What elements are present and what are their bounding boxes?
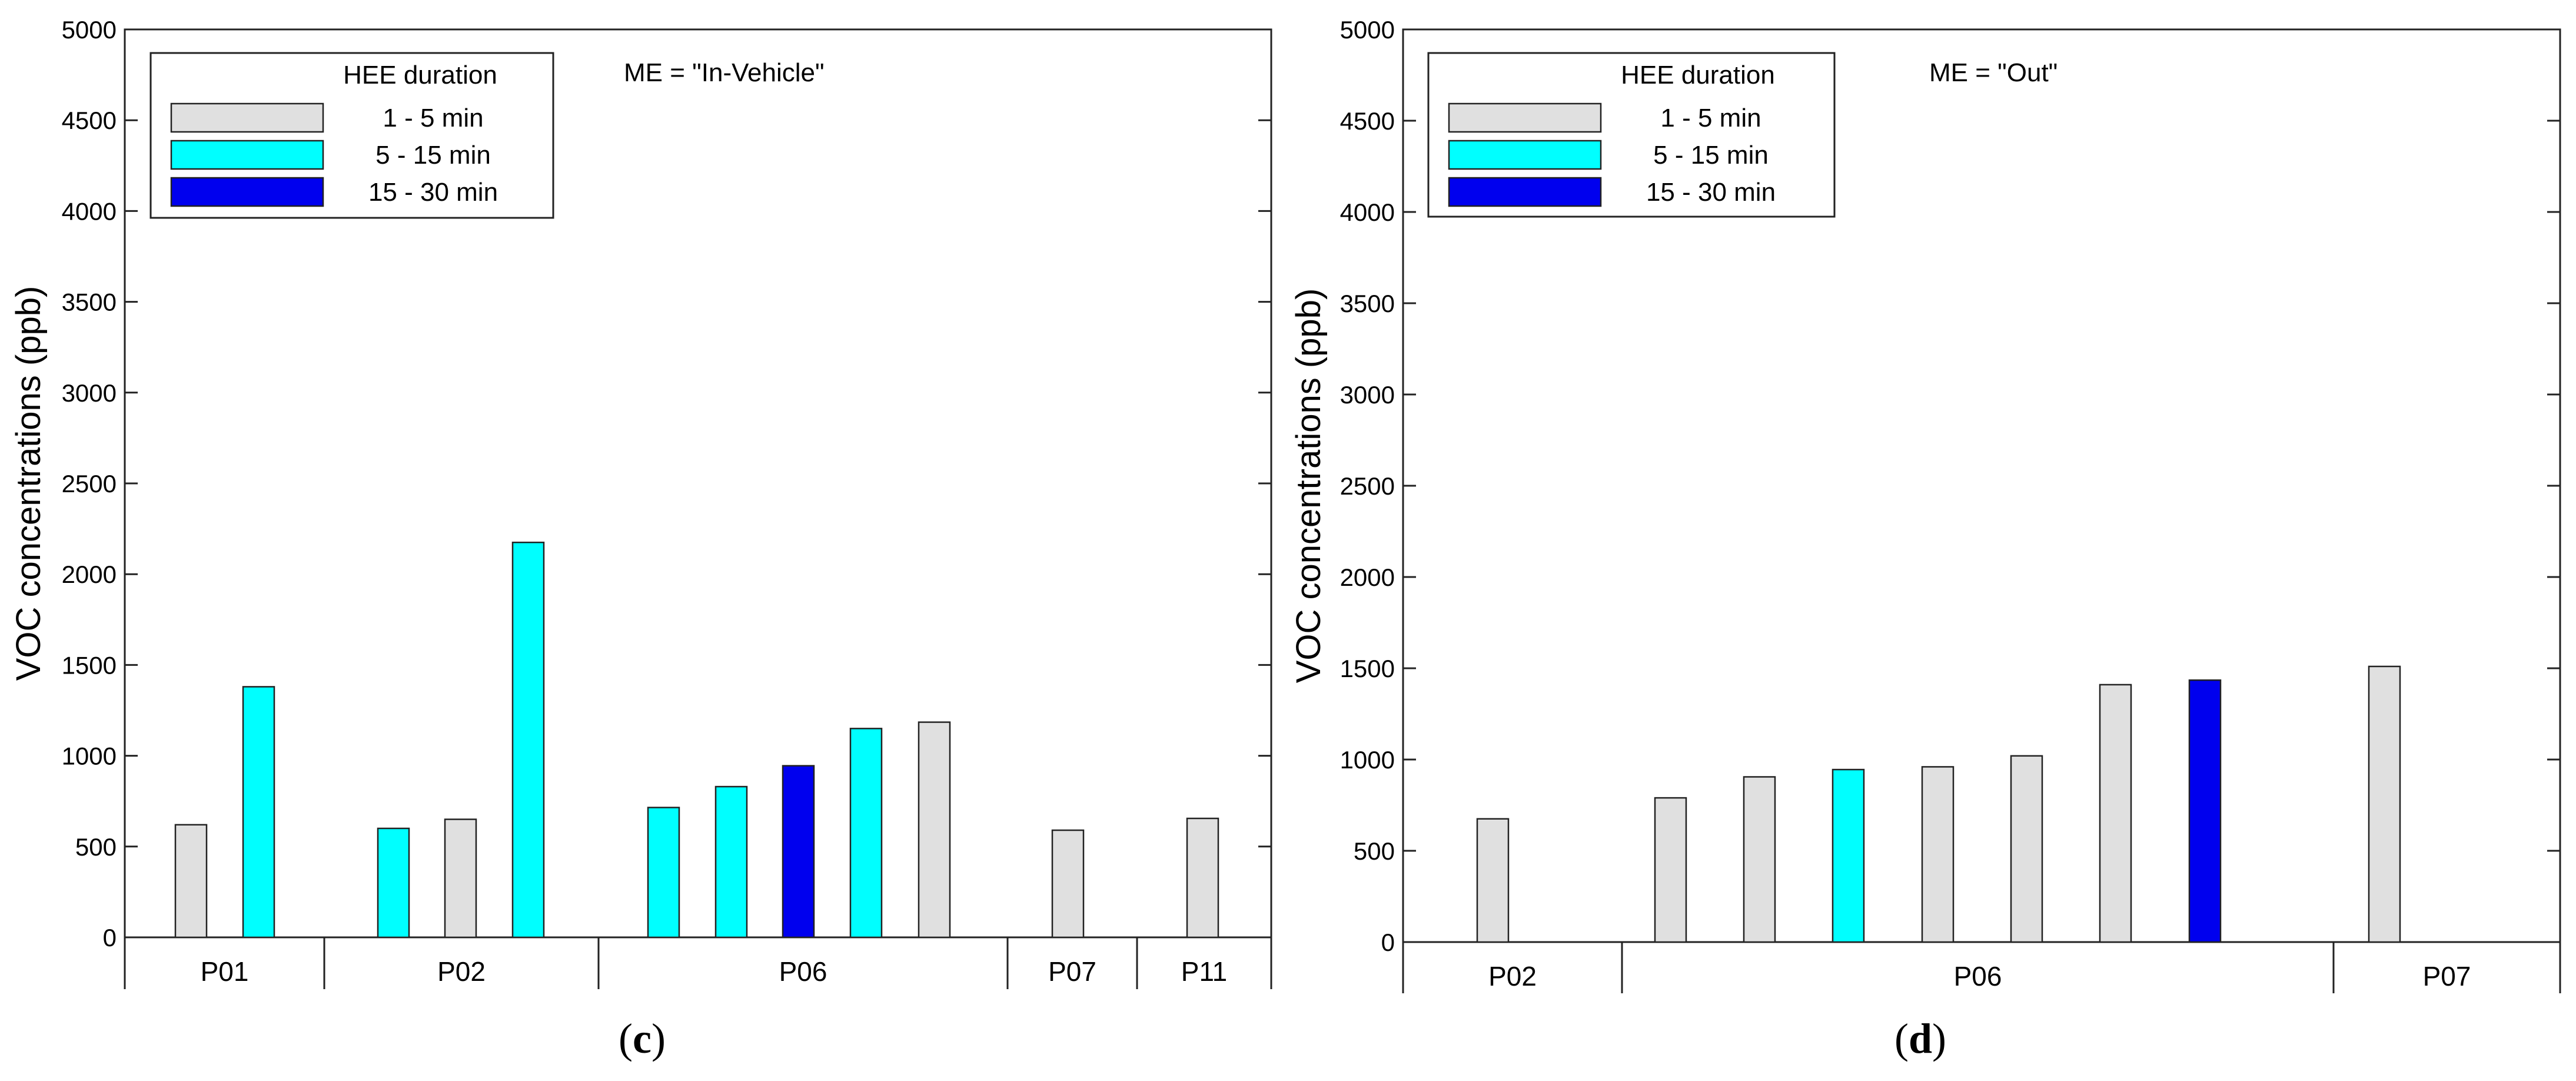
- legend-swatch: [170, 177, 324, 207]
- legend-swatch: [1448, 177, 1602, 207]
- legend-swatch: [1448, 102, 1602, 133]
- legend: HEE duration 1 - 5 min 5 - 15 min 15 - 30 m…: [1427, 52, 1836, 218]
- y-tick-label: 2500: [62, 470, 117, 498]
- group-label: P07: [2423, 961, 2471, 992]
- y-tick-label: 500: [75, 833, 117, 861]
- y-tick-label: 1500: [62, 651, 117, 679]
- group-label: P02: [1488, 961, 1537, 992]
- legend-label: 5 - 15 min: [1653, 141, 1769, 170]
- group-label: P06: [779, 956, 827, 987]
- bar-p06-5: [647, 807, 680, 939]
- bar-p06-7: [782, 765, 815, 939]
- bar-p06-2: [1743, 776, 1776, 943]
- bar-p01-0: [174, 824, 208, 939]
- bar-p06-8: [849, 728, 883, 939]
- bar-p06-5: [2010, 755, 2043, 943]
- bar-p07-10: [1051, 829, 1085, 939]
- bar-p02-2: [377, 827, 410, 939]
- y-tick-label: 2000: [1340, 563, 1395, 591]
- group-label: P06: [1954, 961, 2002, 992]
- y-tick-label: 0: [103, 924, 117, 951]
- bar-p01-1: [242, 686, 275, 939]
- group-label: P01: [201, 956, 249, 987]
- bar-p06-1: [1654, 797, 1687, 943]
- y-axis-label: VOC concentrations (ppb): [1289, 289, 1328, 684]
- chart-panel-d: 0 500 1000 1500 2000 2500 3000 3500 4000 4500 5000…: [1289, 16, 2561, 1062]
- bar-p07-8: [2368, 665, 2401, 943]
- y-tick-label: 1500: [1340, 655, 1395, 682]
- panel-label: (c): [619, 1015, 666, 1062]
- legend-label: 15 - 30 min: [368, 178, 498, 207]
- bar-p02-0: [1476, 818, 1510, 943]
- legend-label: 5 - 15 min: [375, 141, 491, 170]
- legend-label: 15 - 30 min: [1646, 178, 1776, 207]
- bar-p06-6: [2099, 684, 2132, 943]
- legend-title: HEE duration: [1621, 61, 1775, 89]
- bar-p02-3: [444, 818, 477, 939]
- y-tick-label: 4500: [1340, 107, 1395, 135]
- panel-label: (d): [1894, 1015, 1946, 1062]
- bar-p06-7: [2188, 679, 2222, 943]
- y-tick-label: 3500: [62, 289, 117, 316]
- chart-panel-c: 0 500 1000 1500 2000 2500 3000 3500 4000 4500 5000…: [9, 16, 1272, 1062]
- y-tick-label: 500: [1354, 837, 1395, 865]
- y-tick-label: 2500: [1340, 472, 1395, 500]
- y-axis-label: VOC concentrations (ppb): [9, 286, 48, 681]
- legend: HEE duration 1 - 5 min 5 - 15 min 15 - 30 m…: [149, 52, 554, 219]
- bar-p06-9: [918, 721, 951, 939]
- y-tick-label: 3000: [62, 379, 117, 407]
- bar-p02-4: [511, 541, 545, 939]
- y-tick-label: 1000: [62, 742, 117, 770]
- legend-swatch: [170, 140, 324, 170]
- legend-swatch: [170, 102, 324, 133]
- y-tick-label: 4000: [1340, 198, 1395, 226]
- y-tick-label: 3500: [1340, 290, 1395, 317]
- me-annotation: ME = "Out": [1929, 58, 2058, 87]
- y-tick-label: 0: [1381, 929, 1395, 956]
- bar-p06-4: [1921, 766, 1955, 943]
- me-annotation: ME = "In-Vehicle": [624, 58, 825, 87]
- y-tick-label: 1000: [1340, 746, 1395, 774]
- legend-swatch: [1448, 140, 1602, 170]
- legend-label: 1 - 5 min: [1660, 104, 1761, 132]
- y-tick-label: 2000: [62, 561, 117, 588]
- bar-p06-3: [1832, 768, 1865, 943]
- bar-p11-11: [1186, 817, 1219, 939]
- y-tick-label: 4500: [62, 107, 117, 134]
- legend-title: HEE duration: [343, 61, 497, 89]
- group-label: P11: [1181, 956, 1227, 987]
- bar-p06-6: [714, 785, 748, 939]
- y-tick-label: 3000: [1340, 381, 1395, 409]
- group-label: P07: [1048, 956, 1096, 987]
- group-label: P02: [437, 956, 486, 987]
- y-tick-label: 5000: [1340, 16, 1395, 44]
- y-tick-label: 4000: [62, 197, 117, 225]
- legend-label: 1 - 5 min: [383, 104, 483, 132]
- y-tick-label: 5000: [62, 16, 117, 44]
